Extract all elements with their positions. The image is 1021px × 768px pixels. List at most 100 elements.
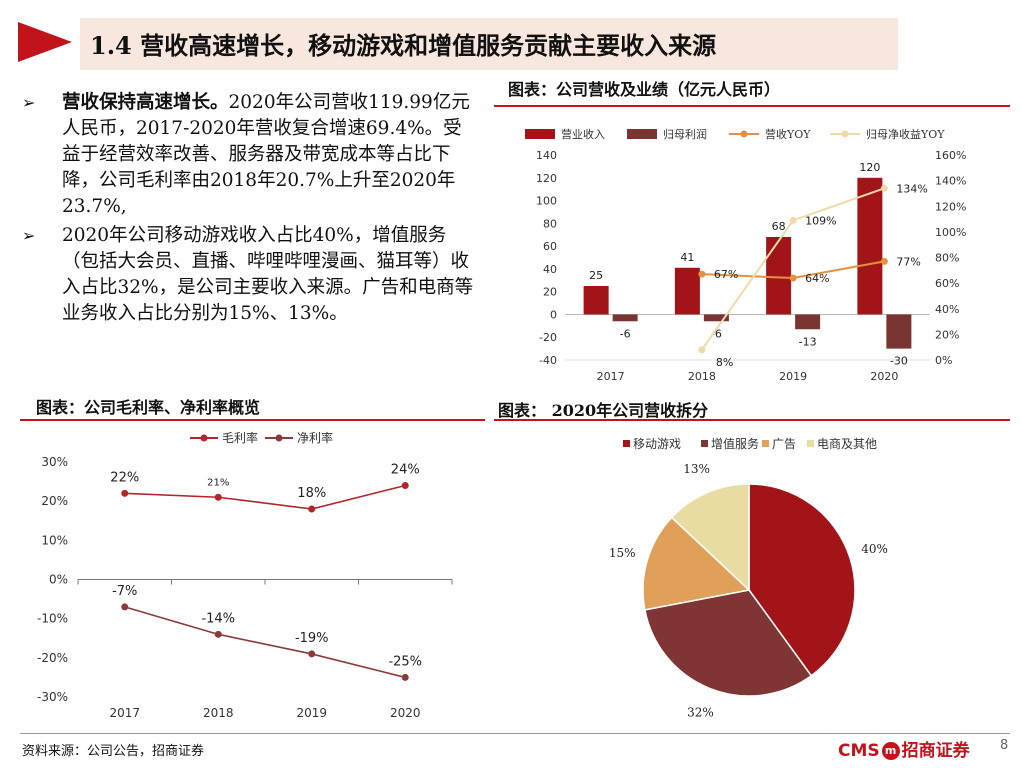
line-毛利率 bbox=[124, 484, 406, 510]
point-净利率 bbox=[214, 630, 222, 638]
pie-label: 40% bbox=[861, 542, 888, 556]
legend-swatch-1 bbox=[627, 129, 657, 139]
margin-title-rule bbox=[20, 419, 485, 421]
y-tick-label: -30% bbox=[37, 690, 68, 704]
y-tick-label: 10% bbox=[41, 533, 68, 547]
legend-label-1: 净利率 bbox=[297, 430, 333, 445]
y-tick-label: 100 bbox=[536, 195, 557, 208]
source-note: 资料来源：公司公告，招商证券 bbox=[22, 744, 205, 759]
logo-text-left: CMS bbox=[838, 741, 880, 761]
y-tick-label: 140 bbox=[536, 149, 557, 162]
point-归母净收益YOY bbox=[698, 346, 706, 354]
x-tick-label: 2019 bbox=[296, 706, 327, 720]
point-毛利率 bbox=[121, 489, 129, 497]
legend-marker-0 bbox=[200, 434, 208, 442]
bar-营业收入-2020 bbox=[857, 177, 883, 315]
split-title-rule bbox=[494, 419, 1010, 421]
point-毛利率 bbox=[214, 493, 222, 501]
legend-swatch-3 bbox=[807, 440, 814, 447]
title-bar bbox=[80, 18, 898, 70]
bar-归母利润-2020 bbox=[886, 314, 912, 349]
point-label: 22% bbox=[110, 470, 139, 485]
point-归母净收益YOY bbox=[789, 216, 797, 224]
point-label: -14% bbox=[201, 611, 235, 626]
point-营收YOY bbox=[789, 274, 797, 282]
legend-marker-3 bbox=[841, 130, 849, 138]
legend-swatch-0 bbox=[623, 440, 630, 447]
legend-marker-2 bbox=[740, 130, 748, 138]
legend-label-3: 归母净收益YOY bbox=[866, 127, 945, 141]
y2-tick-label: 100% bbox=[935, 226, 966, 239]
point-label: 134% bbox=[896, 182, 927, 195]
bar-value-label: 41 bbox=[680, 251, 694, 264]
legend-label-2: 广告 bbox=[772, 437, 796, 451]
y-tick-label: 40 bbox=[543, 263, 557, 276]
bar-归母利润-2018 bbox=[703, 314, 729, 322]
x-tick-label: 2018 bbox=[688, 370, 716, 383]
y2-tick-label: 60% bbox=[935, 277, 959, 290]
revenue-title-rule bbox=[494, 105, 1010, 107]
revenue-chart: 营业收入 归母利润 营收YOY 归母净收益YOY 140 120 100 80 60 40 20 0 -… bbox=[525, 127, 966, 383]
line-净利率 bbox=[124, 606, 406, 679]
bullet-text: 2020年公司移动游戏收入占比40%，增值服务（包括大会员、直播、哔哩哔哩漫画、… bbox=[62, 225, 474, 324]
y2-tick-label: 80% bbox=[935, 252, 959, 265]
pie-slice-增值服务 bbox=[644, 589, 813, 697]
point-净利率 bbox=[308, 650, 316, 658]
bullet-bold: 营收保持高速增长。 bbox=[62, 92, 229, 113]
legend-label-1: 归母利润 bbox=[663, 127, 707, 141]
y-tick-label: -20% bbox=[37, 651, 68, 665]
y2-tick-label: 120% bbox=[935, 200, 966, 213]
x-tick-label: 2019 bbox=[779, 370, 807, 383]
pie-label: 15% bbox=[609, 546, 636, 560]
x-tick-label: 2020 bbox=[870, 370, 898, 383]
legend-swatch-2 bbox=[762, 440, 769, 447]
y-tick-label: 0 bbox=[550, 308, 557, 321]
page-title: 1.4 营收高速增长，移动游戏和增值服务贡献主要收入来源 bbox=[90, 31, 717, 60]
bar-归母利润-2017 bbox=[612, 314, 638, 322]
arrow-bullet-icon: ➢ bbox=[22, 93, 36, 112]
point-毛利率 bbox=[308, 505, 316, 513]
x-tick-label: 2020 bbox=[390, 706, 421, 720]
margin-chart: 毛利率 净利率 30% 20% 10% 0% -10% -20% -30% 22% 21% 18% 24… bbox=[37, 430, 453, 720]
legend-label-0: 营业收入 bbox=[561, 127, 605, 141]
legend-label-0: 毛利率 bbox=[222, 430, 258, 445]
bar-value-label: -6 bbox=[620, 327, 631, 340]
bar-value-label: 68 bbox=[772, 220, 786, 233]
bar-归母利润-2019 bbox=[795, 314, 821, 330]
point-营收YOY bbox=[880, 257, 888, 265]
y-tick-label: 80 bbox=[543, 217, 557, 230]
y2-tick-label: 40% bbox=[935, 303, 959, 316]
title-triangle-icon bbox=[18, 22, 72, 62]
y2-tick-label: 160% bbox=[935, 149, 966, 162]
pie-label: 32% bbox=[687, 706, 714, 720]
revenue-chart-title: 图表：公司营收及业绩（亿元人民币） bbox=[508, 80, 781, 99]
y2-tick-label: 0% bbox=[935, 354, 952, 367]
point-label: -25% bbox=[388, 654, 422, 669]
y-tick-label: 120 bbox=[536, 172, 557, 185]
legend-swatch-0 bbox=[525, 129, 555, 139]
point-label: 77% bbox=[896, 255, 920, 268]
margin-chart-title: 图表：公司毛利率、净利率概览 bbox=[36, 398, 261, 417]
split-chart-title: 图表： 2020年公司营收拆分 bbox=[498, 401, 709, 420]
point-净利率 bbox=[401, 673, 409, 681]
point-label: 64% bbox=[805, 272, 829, 285]
page-number: 8 bbox=[1000, 738, 1009, 753]
pie-slice-广告 bbox=[642, 516, 751, 611]
logo-mark-icon: m bbox=[881, 742, 900, 760]
y-tick-label: 60 bbox=[543, 240, 557, 253]
bar-value-label: -30 bbox=[890, 355, 908, 368]
pie-slice-移动游戏 bbox=[748, 483, 856, 677]
arrow-bullet-icon: ➢ bbox=[22, 226, 36, 245]
bar-营业收入-2018 bbox=[674, 267, 700, 315]
point-label: 21% bbox=[207, 477, 229, 488]
revenue-split-pie-chart: 移动游戏 增值服务 广告 电商及其他 40% 32% 15% 13% bbox=[609, 436, 888, 720]
legend-label-0: 移动游戏 bbox=[633, 437, 681, 451]
point-label: -19% bbox=[295, 631, 329, 646]
pie-slice-电商及其他 bbox=[670, 483, 750, 592]
legend-marker-1 bbox=[275, 434, 283, 442]
y-tick-label: -20 bbox=[539, 331, 557, 344]
x-tick-label: 2018 bbox=[203, 706, 234, 720]
y-tick-label: 30% bbox=[41, 455, 68, 469]
bullet-item-1: ➢ 营收保持高速增长。2020年公司营收119.99亿元人民币，2017-202… bbox=[22, 90, 480, 220]
y2-tick-label: 140% bbox=[935, 175, 966, 188]
